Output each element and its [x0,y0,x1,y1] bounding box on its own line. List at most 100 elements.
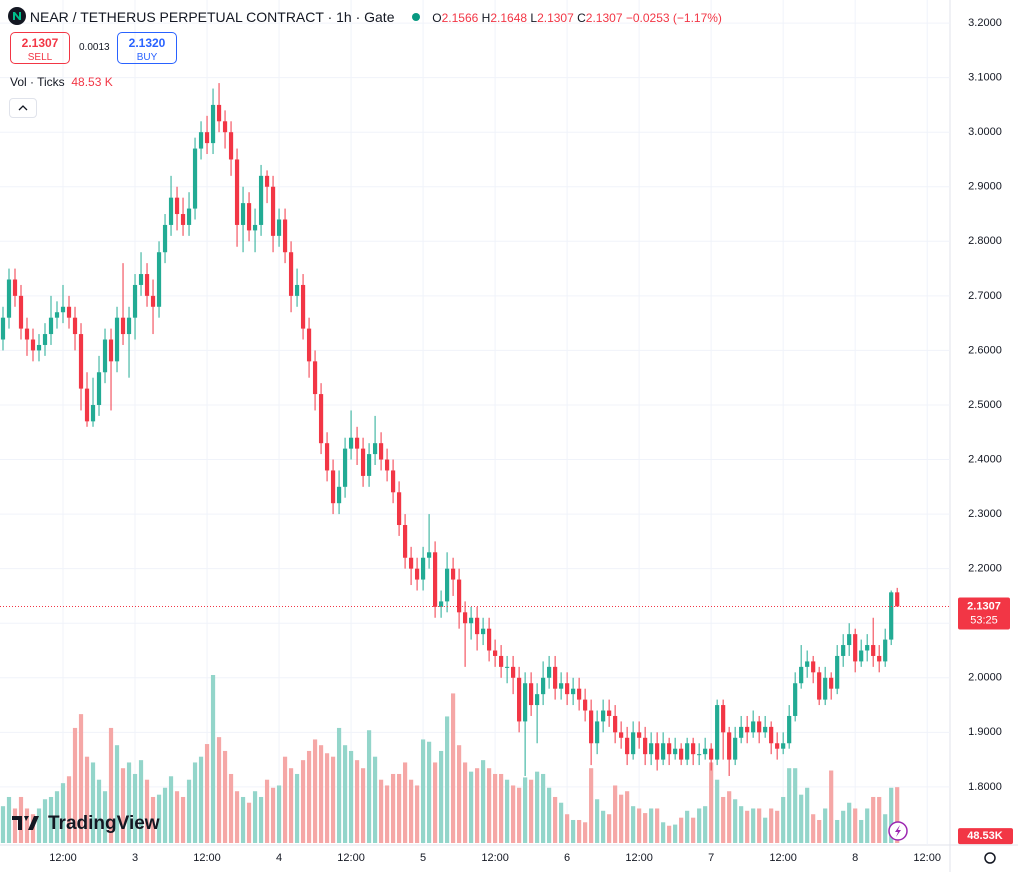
sell-label[interactable]: SELL [27,52,53,63]
candle-body [829,677,834,689]
candle-body [511,666,516,678]
volume-bar [132,773,138,843]
candle-body [48,317,54,335]
collapse-button[interactable] [9,98,37,118]
volume-bar [228,773,234,843]
volume-bar [156,794,162,843]
candle-body [408,557,414,569]
candle-body [150,295,156,307]
volume-bar [799,794,804,843]
gear-icon[interactable] [984,852,996,864]
buy-price[interactable]: 2.1320 [128,36,166,50]
y-tick-label: 2.2000 [968,563,1002,575]
volume-bar [108,727,114,843]
candle-body [246,203,252,231]
candle-body [102,339,108,373]
y-tick-label: 2.4000 [968,453,1002,465]
volume-bar [354,760,360,843]
y-tick-label: 2.5000 [968,399,1002,411]
volume-bar [763,817,768,843]
volume-bar [390,773,396,843]
volume-bar [450,693,456,843]
candle-body [156,252,162,307]
volume-value-label: 48.53K [967,830,1003,842]
candle-body [673,748,678,755]
volume-bar [12,808,18,843]
buy-label[interactable]: BUY [136,52,158,63]
watermark: TradingView [12,813,160,834]
candles [0,83,900,776]
volume-bar [655,808,660,843]
x-tick-label: 12:00 [625,852,653,864]
volume-bar [216,737,222,843]
volume-bar [270,787,276,843]
candle-body [679,748,684,760]
candle-body [565,683,570,695]
symbol-title: NEAR / TETHERUS PERPETUAL CONTRACT · 1h … [29,9,395,25]
bolt-icon[interactable] [895,825,901,837]
last-price-label: 2.1307 [967,600,1001,612]
volume-bar [517,787,522,843]
candle-body [318,394,324,444]
volume-bar [54,791,60,843]
candle-body [456,579,462,613]
sell-button[interactable]: 2.1307 SELL [10,32,70,64]
volume-bar [138,760,144,843]
candle-body [390,470,396,493]
candle-body [589,710,594,744]
volume-bar [529,779,534,843]
volume-bar [481,760,486,843]
candle-body [414,568,420,580]
volume-bar [511,785,516,843]
volume-bar [715,779,720,843]
x-tick-label: 12:00 [49,852,77,864]
collapse-icon[interactable] [10,99,36,117]
candle-body [751,721,756,733]
candle-body [745,726,750,733]
candle-body [198,132,204,149]
volume-bar [162,787,168,843]
candle-body [84,388,90,422]
volume-bar [475,768,480,843]
volume-bar [126,762,132,843]
candle-body [396,492,402,526]
volume-bar [234,791,240,843]
volume-bar [432,762,438,843]
volume-bar [90,762,96,843]
volume-bar [174,791,180,843]
x-tick-label: 4 [276,852,282,864]
volume-bar [739,806,744,843]
candle-body [420,557,426,580]
candle-body [577,688,582,700]
volume-bar [601,810,606,843]
settings-button[interactable] [984,852,996,864]
volume-bar [631,806,636,843]
volume-bar [6,796,12,843]
volume-bar [366,730,372,843]
bolt-button[interactable] [888,821,908,841]
volume-bar [541,773,546,843]
candle-body [607,710,612,716]
volume-bar [547,787,552,843]
volume-bar [312,739,318,843]
y-tick-label: 3.1000 [968,72,1002,84]
volume-bar [823,808,828,843]
volume-bar [835,819,840,843]
x-tick-label: 12:00 [769,852,797,864]
volume-bar [96,779,102,843]
volume-bar [859,819,864,843]
candle-body [42,334,48,345]
sell-price[interactable]: 2.1307 [21,36,59,50]
volume-bar [0,806,6,843]
y-tick-label: 1.8000 [968,781,1002,793]
volume-bar [817,819,822,843]
volume-bar [811,814,816,843]
buy-button[interactable]: 2.1320 BUY [117,32,177,64]
volume-bar [408,779,414,843]
candle-body [727,732,732,760]
ohlc-value: 2.1307 [585,11,623,25]
volume-bar [679,817,684,843]
candle-body [126,317,132,335]
volume-bar [883,814,888,843]
